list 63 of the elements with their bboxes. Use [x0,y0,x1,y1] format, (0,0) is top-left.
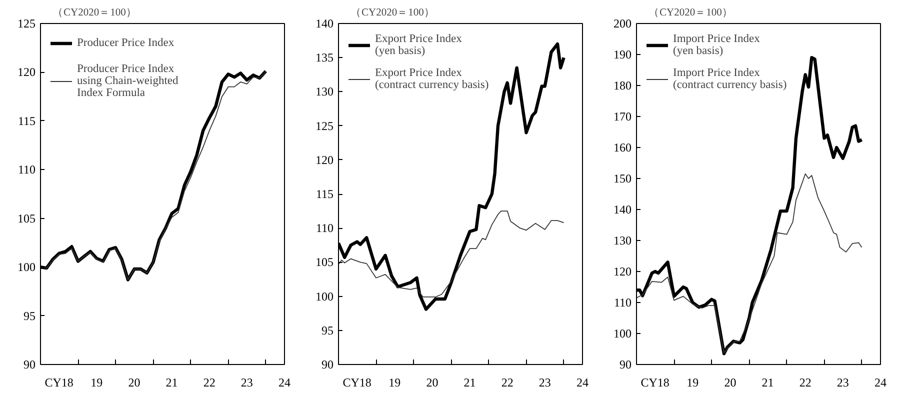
x-tick-label: 21 [762,376,774,390]
x-tick-label: 22 [203,376,216,390]
x-tick-label: 23 [836,376,849,390]
y-axis-title: （CY2020＝100） [350,8,435,18]
y-tick-label: 110 [614,296,632,310]
x-tick-label: CY18 [640,376,670,390]
y-tick-label: 100 [316,289,334,304]
y-tick-label: 140 [316,16,334,30]
y-tick-label: 100 [18,260,36,274]
y-tick-label: 105 [316,255,334,270]
x-tick-label: 19 [90,376,103,390]
legend-label: Import Price Index (contract currency basis) [673,67,787,91]
y-tick-label: 130 [614,234,632,248]
x-tick-label: 23 [240,376,253,390]
y-tick-label: 115 [316,187,334,201]
x-tick-label: 22 [501,376,514,390]
y-tick-label: 115 [18,114,36,128]
x-tick-label: 24 [278,376,290,390]
y-tick-label: 95 [24,308,36,323]
line-series [636,173,862,354]
x-tick-label: 20 [724,376,736,390]
y-tick-label: 90 [322,358,334,372]
x-tick-label: 24 [874,376,886,390]
x-tick-label: CY18 [44,376,74,390]
y-tick-label: 150 [614,172,632,186]
y-tick-label: 120 [614,264,632,278]
x-tick-label: 21 [166,376,178,390]
line-series [338,210,564,298]
y-axis-title: （CY2020＝100） [52,8,137,18]
y-tick-label: 190 [614,48,632,62]
x-tick-label: 19 [686,376,699,390]
y-axis-title: （CY2020＝100） [648,8,733,18]
x-tick-label: 23 [538,376,551,390]
legend-label: Producer Price Index [77,36,174,50]
y-tick-label: 100 [614,326,632,340]
y-tick-label: 110 [18,162,36,177]
x-tick-label: 20 [128,376,140,390]
y-tick-label: 160 [614,140,632,154]
y-tick-label: 180 [614,78,632,92]
legend-label: Export Price Index (yen basis) [375,33,462,57]
x-tick-label: 22 [799,376,812,390]
legend-label: Producer Price Index using Chain-weighted Index Formula [77,63,178,99]
x-tick-label: 19 [388,376,401,390]
y-tick-label: 200 [614,16,632,30]
legend-label: Export Price Index (contract currency basis) [375,67,489,91]
legend-label: Import Price Index (yen basis) [673,33,760,57]
x-tick-label: 20 [426,376,438,390]
y-tick-label: 125 [18,16,36,30]
y-tick-label: 125 [316,118,334,133]
x-tick-label: 24 [576,376,588,390]
y-tick-label: 105 [18,211,36,226]
y-tick-label: 90 [24,358,36,372]
y-tick-label: 110 [316,221,334,236]
y-tick-label: 90 [620,358,632,372]
y-tick-label: 130 [316,84,334,99]
y-tick-label: 95 [322,323,334,338]
x-tick-label: CY18 [342,376,372,390]
y-tick-label: 120 [18,65,36,80]
y-tick-label: 135 [316,50,334,65]
y-tick-label: 140 [614,202,632,216]
y-tick-label: 170 [614,110,632,124]
x-tick-label: 21 [464,376,476,390]
y-tick-label: 120 [316,152,334,167]
